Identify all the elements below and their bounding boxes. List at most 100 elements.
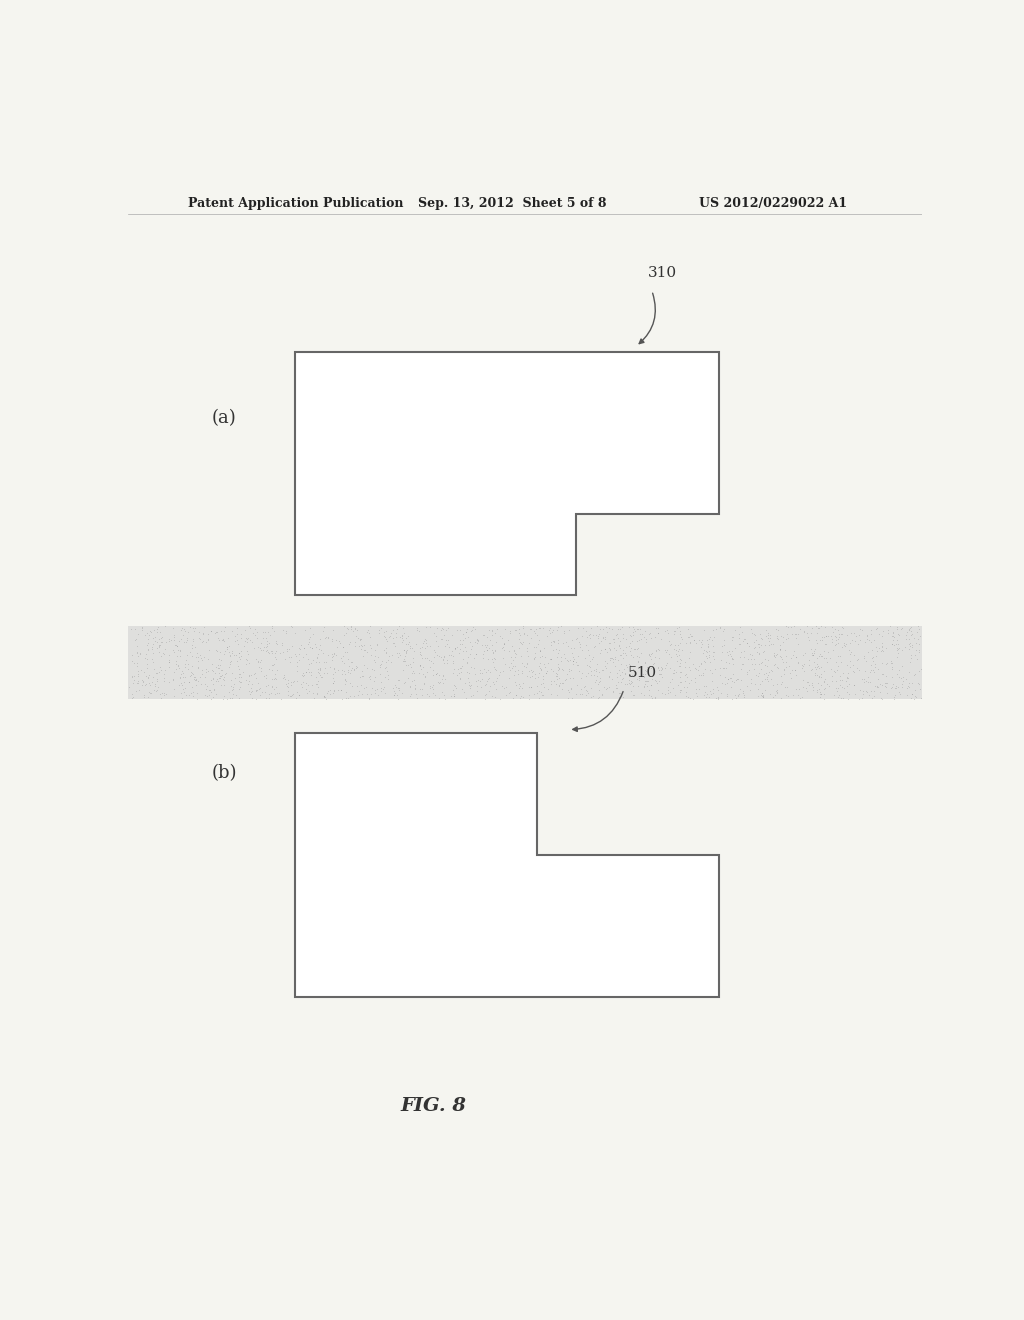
Point	[163, 630, 179, 651]
Point	[161, 672, 177, 693]
Point	[152, 635, 168, 656]
Point	[241, 665, 257, 686]
Point	[874, 664, 891, 685]
Point	[378, 638, 394, 659]
Point	[818, 673, 835, 694]
Point	[598, 657, 614, 678]
Point	[168, 659, 184, 680]
Point	[298, 661, 314, 682]
Point	[552, 672, 568, 693]
Point	[564, 647, 581, 668]
Point	[729, 668, 745, 689]
Point	[723, 645, 739, 667]
Point	[171, 657, 187, 678]
Point	[247, 663, 263, 684]
Point	[672, 623, 688, 644]
Point	[621, 669, 637, 690]
Point	[714, 673, 730, 694]
Point	[697, 659, 714, 680]
Point	[724, 626, 740, 647]
Point	[436, 652, 453, 673]
Point	[767, 647, 783, 668]
Point	[635, 627, 651, 648]
Point	[134, 675, 151, 696]
Point	[795, 676, 811, 697]
Point	[181, 665, 198, 686]
Point	[358, 622, 375, 643]
Point	[213, 665, 229, 686]
Point	[238, 653, 254, 675]
Point	[449, 677, 465, 698]
Point	[252, 657, 268, 678]
Point	[355, 655, 372, 676]
Point	[551, 657, 567, 678]
Point	[319, 626, 336, 647]
Point	[574, 618, 591, 639]
Point	[612, 672, 629, 693]
Point	[392, 645, 409, 667]
Point	[433, 618, 450, 639]
Point	[182, 616, 199, 638]
Point	[486, 648, 503, 669]
Point	[166, 678, 182, 700]
Point	[472, 671, 488, 692]
Point	[252, 632, 268, 653]
Point	[734, 682, 751, 704]
Point	[702, 660, 719, 681]
Point	[333, 680, 349, 701]
Point	[586, 665, 602, 686]
Point	[699, 635, 716, 656]
Point	[336, 652, 352, 673]
Point	[170, 656, 186, 677]
Point	[657, 642, 674, 663]
Point	[371, 619, 387, 640]
Point	[545, 661, 561, 682]
Point	[172, 639, 188, 660]
Point	[612, 638, 629, 659]
Point	[193, 648, 209, 669]
Point	[494, 676, 510, 697]
Point	[157, 660, 173, 681]
Point	[682, 623, 698, 644]
Point	[300, 648, 316, 669]
Point	[261, 632, 278, 653]
Point	[144, 672, 161, 693]
Point	[813, 667, 829, 688]
Point	[506, 639, 522, 660]
Point	[851, 619, 867, 640]
Point	[510, 660, 526, 681]
Point	[735, 647, 752, 668]
Point	[239, 628, 255, 649]
Point	[885, 622, 901, 643]
Point	[842, 632, 858, 653]
Point	[757, 680, 773, 701]
Point	[144, 634, 161, 655]
Point	[623, 644, 639, 665]
Point	[484, 672, 501, 693]
Point	[581, 663, 597, 684]
Point	[731, 634, 748, 655]
Point	[515, 618, 531, 639]
Point	[803, 659, 819, 680]
Point	[672, 652, 688, 673]
Point	[525, 684, 542, 705]
Point	[146, 619, 163, 640]
Point	[479, 634, 496, 655]
Point	[639, 676, 655, 697]
Point	[373, 653, 389, 675]
Point	[264, 655, 281, 676]
Point	[254, 622, 270, 643]
Point	[649, 680, 666, 701]
Point	[791, 685, 807, 706]
Point	[563, 677, 580, 698]
Point	[455, 630, 471, 651]
Point	[249, 680, 265, 701]
Point	[686, 630, 702, 651]
Point	[389, 685, 406, 706]
Point	[903, 616, 920, 638]
Point	[551, 659, 567, 680]
Point	[638, 671, 654, 692]
Point	[399, 655, 416, 676]
Point	[768, 681, 784, 702]
Point	[370, 684, 386, 705]
